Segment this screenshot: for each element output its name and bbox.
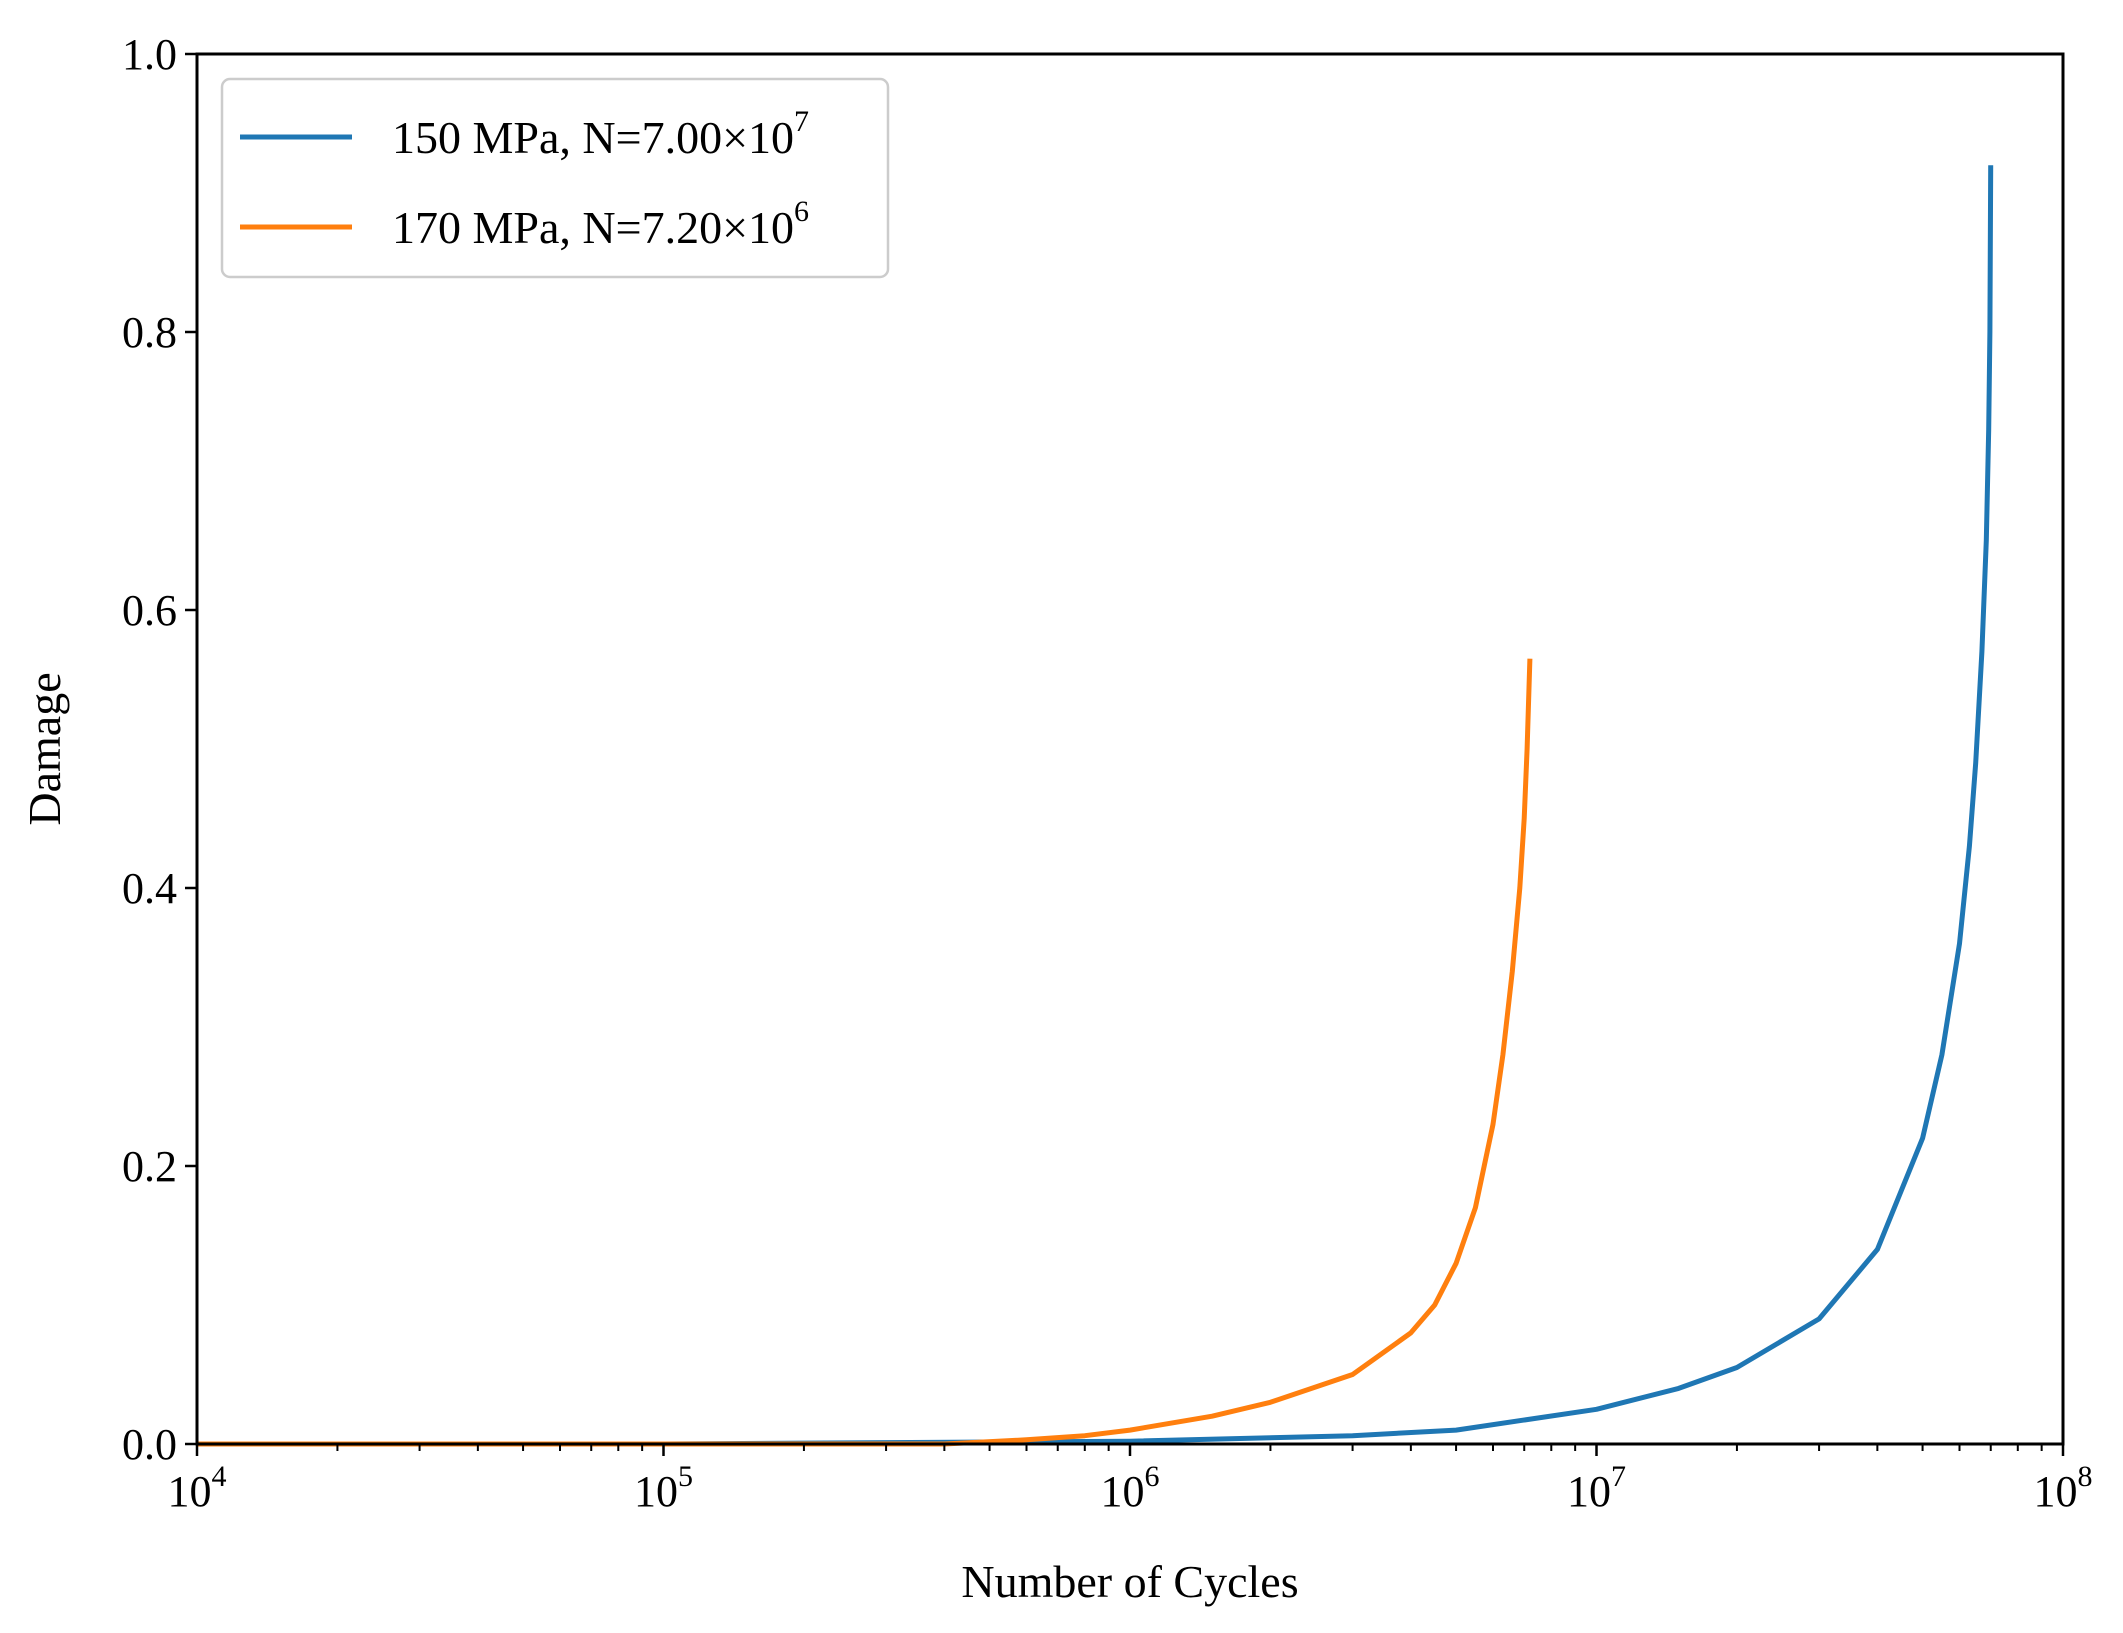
series-line-1 [197,165,1994,1447]
series-line-2 [197,658,1533,1447]
legend-label-2: 170 MPa, N=7.20×106 [392,195,809,253]
y-axis-title: Damage [19,672,70,825]
y-tick-label-1: 0.2 [122,1142,177,1191]
y-tick-label-2: 0.4 [122,864,177,913]
ticks-layer: 0.0 0.2 0.4 0.6 0.8 1.0 104 105 106 107 108 [122,30,2093,1516]
legend-label-1: 150 MPa, N=7.00×107 [392,105,809,163]
x-tick-label-0: 104 [168,1460,227,1516]
y-tick-label-0: 0.0 [122,1420,177,1469]
x-axis-title: Number of Cycles [961,1556,1298,1607]
x-tick-label-4: 108 [2034,1460,2093,1516]
legend-box [220,77,890,279]
x-tick-label-1: 105 [634,1460,693,1516]
series-layer [197,165,1994,1447]
x-tick-label-2: 106 [1101,1460,1160,1516]
y-tick-label-3: 0.6 [122,586,177,635]
legend: 150 MPa, N=7.00×107 170 MPa, N=7.20×106 [220,77,890,279]
y-tick-label-5: 1.0 [122,30,177,79]
y-tick-label-4: 0.8 [122,308,177,357]
x-tick-label-3: 107 [1567,1460,1626,1516]
